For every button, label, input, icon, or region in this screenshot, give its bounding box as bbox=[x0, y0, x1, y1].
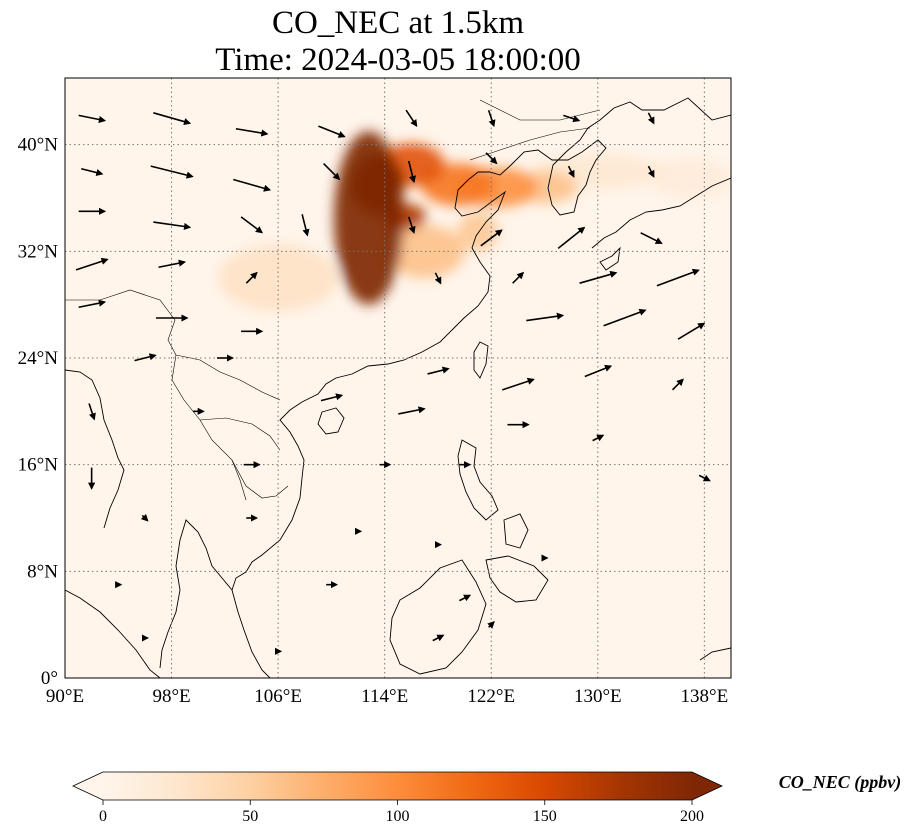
lat-tick-label: 40°N bbox=[18, 135, 59, 156]
wind-arrow bbox=[427, 366, 450, 375]
wind-arrow bbox=[407, 216, 416, 234]
colorbar-ticks: 0 50 100 150 200 bbox=[99, 800, 704, 825]
concentration-plume bbox=[651, 158, 731, 198]
wind-arrow bbox=[134, 353, 157, 362]
wind-arrow bbox=[563, 114, 581, 123]
wind-arrow bbox=[407, 160, 417, 184]
colorbar-label: CO_NEC (ppbv) bbox=[779, 772, 902, 793]
lon-tick-label: 90°E bbox=[46, 686, 84, 707]
wind-arrow bbox=[398, 406, 426, 415]
wind-arrow bbox=[656, 268, 700, 287]
wind-arrow bbox=[671, 378, 684, 391]
lon-tick-label: 130°E bbox=[574, 686, 622, 707]
wind-arrow bbox=[480, 229, 503, 247]
wind-arrow bbox=[323, 162, 341, 181]
wind-arrow bbox=[459, 594, 472, 602]
wind-arrow bbox=[487, 109, 496, 128]
lat-tick-label: 8°N bbox=[27, 561, 58, 582]
wind-arrow bbox=[320, 393, 344, 402]
wind-arrow bbox=[512, 271, 525, 284]
colorbar-extend-high bbox=[692, 772, 722, 800]
concentration-plume bbox=[457, 211, 498, 252]
wind-arrow bbox=[557, 226, 586, 250]
colorbar: 0 50 100 150 200 CO_NEC (ppbv) bbox=[72, 771, 902, 825]
wind-arrow bbox=[647, 165, 655, 178]
wind-arrow bbox=[640, 232, 663, 244]
colorbar-tick-label: 100 bbox=[386, 808, 410, 825]
gridlines bbox=[65, 78, 731, 678]
wind-arrow bbox=[78, 114, 107, 124]
wind-arrow bbox=[434, 272, 442, 285]
latitude-ticks: 0° 8°N 16°N 24°N 32°N 40°N bbox=[18, 135, 59, 689]
lon-tick-label: 98°E bbox=[152, 686, 190, 707]
wind-arrow bbox=[592, 434, 605, 442]
wind-arrow bbox=[78, 299, 107, 309]
concentration-plume bbox=[351, 155, 405, 215]
wind-arrow bbox=[502, 377, 535, 391]
wind-arrow bbox=[301, 214, 310, 237]
wind-arrow bbox=[487, 621, 495, 629]
wind-arrow bbox=[245, 271, 258, 284]
wind-arrow bbox=[81, 167, 104, 177]
colorbar-tick-label: 50 bbox=[242, 808, 258, 825]
lat-tick-label: 16°N bbox=[18, 455, 59, 476]
coastlines bbox=[65, 97, 731, 678]
map-frame bbox=[64, 77, 732, 679]
wind-arrow bbox=[584, 364, 613, 378]
wind-arrow bbox=[153, 112, 192, 126]
wind-arrow bbox=[432, 634, 445, 642]
wind-vectors bbox=[75, 109, 711, 655]
map-title: CO_NEC at 1.5km bbox=[271, 5, 525, 41]
map-timestamp: Time: 2024-03-05 18:00:00 bbox=[215, 42, 581, 78]
wind-arrow bbox=[579, 270, 618, 284]
wind-arrow bbox=[240, 216, 264, 234]
wind-arrow bbox=[153, 221, 192, 231]
wind-arrow bbox=[485, 152, 498, 165]
lat-tick-label: 24°N bbox=[18, 348, 59, 369]
wind-arrow bbox=[233, 178, 272, 192]
colorbar-tick-label: 150 bbox=[533, 808, 557, 825]
lon-tick-label: 122°E bbox=[467, 686, 515, 707]
wind-arrow bbox=[698, 474, 711, 482]
wind-arrow bbox=[140, 513, 149, 522]
wind-arrow bbox=[150, 165, 194, 179]
wind-arrow bbox=[318, 125, 346, 138]
colorbar-gradient bbox=[103, 772, 692, 800]
wind-arrow bbox=[405, 109, 418, 127]
lon-tick-label: 138°E bbox=[681, 686, 729, 707]
wind-arrow bbox=[158, 259, 186, 269]
wind-arrow bbox=[677, 322, 706, 340]
concentration-plume bbox=[384, 224, 465, 278]
wind-arrow bbox=[235, 127, 269, 137]
lon-tick-label: 114°E bbox=[361, 686, 408, 707]
concentration-field bbox=[218, 131, 731, 312]
wind-arrow bbox=[88, 403, 96, 421]
colorbar-extend-low bbox=[73, 772, 103, 800]
colorbar-tick-label: 0 bbox=[99, 808, 107, 825]
colorbar-tick-label: 200 bbox=[680, 808, 704, 825]
lat-tick-label: 32°N bbox=[18, 241, 59, 262]
longitude-ticks: 90°E 98°E 106°E 114°E 122°E 130°E 138°E bbox=[46, 686, 728, 707]
wind-arrow bbox=[603, 308, 647, 327]
wind-arrow bbox=[526, 312, 565, 322]
lat-tick-label: 0° bbox=[41, 668, 58, 689]
wind-arrow bbox=[647, 112, 655, 125]
concentration-plume bbox=[218, 244, 339, 312]
wind-arrow bbox=[567, 165, 575, 178]
wind-arrow bbox=[75, 257, 109, 271]
lon-tick-label: 106°E bbox=[254, 686, 302, 707]
